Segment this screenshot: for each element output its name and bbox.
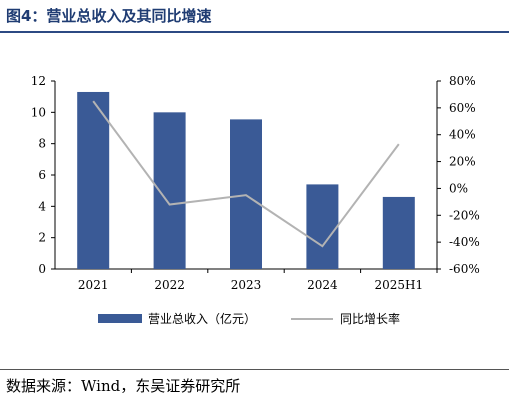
right-tick-label: 40% (449, 128, 476, 142)
x-tick-label: 2025H1 (374, 278, 423, 292)
revenue-bar (77, 91, 110, 269)
source-rule (0, 369, 509, 370)
revenue-bar (306, 184, 339, 269)
x-tick-label: 2022 (154, 278, 185, 292)
title-rule (0, 31, 509, 33)
figure-title: 图4：营业总收入及其同比增速 (6, 7, 212, 25)
source-note: 数据来源：Wind，东吴证券研究所 (6, 377, 241, 395)
left-tick-label: 10 (31, 105, 46, 119)
left-tick-label: 4 (38, 199, 46, 213)
revenue-bar (382, 196, 415, 269)
legend-swatch-revenue (98, 314, 142, 323)
x-tick-label: 2021 (78, 278, 109, 292)
left-tick-label: 2 (38, 231, 46, 245)
right-tick-label: -60% (449, 262, 480, 276)
right-tick-label: -20% (449, 208, 480, 222)
right-tick-label: 60% (449, 101, 476, 115)
x-tick-label: 2024 (307, 278, 338, 292)
right-tick-label: -40% (449, 235, 480, 249)
right-tick-label: 80% (449, 74, 476, 88)
right-tick-label: 0% (449, 181, 468, 195)
left-tick-label: 6 (38, 168, 46, 182)
legend-label-growth: 同比增长率 (340, 311, 400, 326)
right-tick-label: 20% (449, 155, 476, 169)
x-tick-label: 2023 (231, 278, 262, 292)
left-tick-label: 12 (31, 74, 46, 88)
left-tick-label: 0 (38, 262, 46, 276)
legend-label-revenue: 营业总收入（亿元） (148, 311, 256, 326)
left-tick-label: 8 (38, 137, 46, 151)
